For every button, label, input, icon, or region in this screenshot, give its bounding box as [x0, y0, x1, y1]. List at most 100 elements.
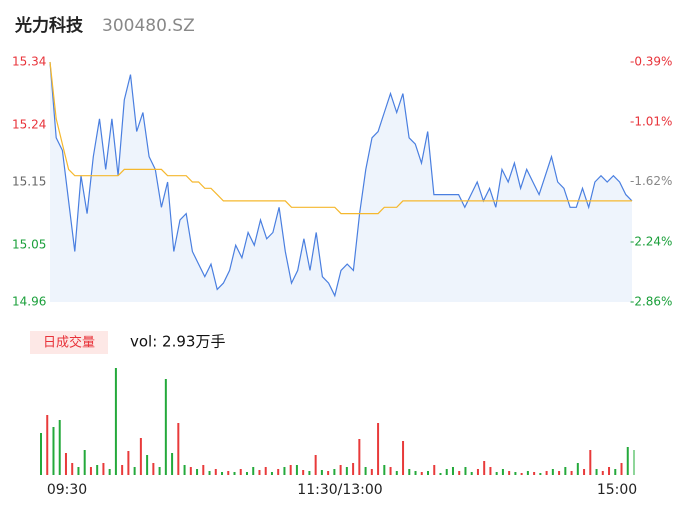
volume-bar	[458, 471, 461, 475]
volume-bar	[545, 471, 548, 475]
y-tick-label: 15.15	[12, 175, 46, 189]
volume-bar	[295, 465, 298, 475]
x-tick-label: 15:00	[597, 482, 637, 498]
volume-bar	[221, 472, 224, 475]
volume-bar	[395, 471, 398, 475]
volume-bar	[139, 438, 142, 475]
volume-bar	[589, 450, 592, 475]
volume-bar	[358, 439, 361, 475]
volume-bar	[214, 469, 217, 475]
y2-tick-label: -0.39%	[630, 55, 672, 69]
volume-bar	[270, 472, 273, 475]
volume-bar	[402, 441, 405, 475]
volume-bar	[277, 469, 280, 475]
volume-bar	[427, 471, 430, 475]
volume-bar	[614, 469, 617, 475]
volume-bar	[40, 433, 42, 475]
volume-bar	[196, 469, 199, 475]
volume-bar	[164, 379, 167, 475]
volume-bar	[171, 453, 174, 475]
volume-bar	[233, 472, 236, 475]
volume-bar	[89, 467, 92, 475]
volume-summary: vol: 2.93万手	[130, 333, 225, 351]
volume-bar	[483, 461, 486, 475]
volume-bar	[158, 467, 161, 475]
volume-bar	[626, 447, 629, 475]
volume-bar	[52, 427, 55, 475]
volume-bar	[470, 472, 473, 475]
price-area	[50, 62, 632, 302]
volume-bar	[108, 469, 111, 475]
price-line	[49, 61, 633, 298]
volume-bar	[252, 467, 255, 475]
volume-bar	[64, 453, 67, 475]
volume-bar	[102, 463, 105, 475]
volume-bar	[414, 471, 417, 475]
volume-bar	[370, 469, 373, 475]
volume-bar	[551, 469, 554, 475]
volume-bar	[564, 467, 567, 475]
volume-bar	[377, 423, 380, 475]
volume-bar	[583, 469, 586, 475]
volume-bar	[152, 463, 155, 475]
volume-bar	[433, 465, 436, 475]
volume-bar	[383, 465, 386, 475]
volume-bar	[283, 467, 286, 475]
volume-bar	[501, 469, 504, 475]
volume-bar	[96, 465, 99, 475]
volume-bar	[320, 470, 323, 475]
volume-bar	[345, 467, 348, 475]
volume-bar	[202, 465, 205, 475]
volume-bar	[389, 467, 392, 475]
volume-bar	[451, 467, 454, 475]
volume-bar	[539, 473, 542, 475]
volume-bar	[520, 473, 523, 475]
volume-bar	[352, 463, 355, 475]
y2-tick-label: -2.86%	[630, 295, 672, 309]
volume-bar	[508, 471, 511, 475]
y2-tick-label: -2.24%	[630, 234, 672, 248]
x-tick-label: 09:30	[47, 482, 87, 498]
volume-bar	[464, 467, 467, 475]
volume-bar	[633, 450, 635, 475]
volume-bar	[77, 467, 80, 475]
volume-bar	[333, 469, 336, 475]
volume-bar	[595, 469, 598, 475]
y2-tick-label: -1.62%	[630, 174, 672, 188]
volume-bar	[420, 472, 423, 475]
volume-bar	[146, 455, 149, 475]
volume-bar	[489, 467, 492, 475]
volume-bar	[264, 467, 267, 475]
volume-bar	[601, 471, 604, 475]
volume-bar	[127, 451, 130, 475]
volume-bar	[302, 470, 305, 475]
volume-bar	[308, 471, 311, 475]
volume-bar	[227, 471, 230, 475]
y-tick-label: 15.24	[12, 118, 46, 132]
volume-label: 日成交量	[43, 335, 95, 351]
volume-bar	[314, 455, 317, 475]
y2-tick-label: -1.01%	[630, 115, 672, 129]
volume-bar	[620, 463, 623, 475]
volume-bar	[476, 469, 479, 475]
volume-bar	[327, 471, 330, 475]
volume-bar	[439, 473, 442, 475]
volume-bar	[133, 467, 136, 475]
volume-bar	[46, 415, 49, 475]
average-line	[49, 61, 632, 215]
volume-bar	[183, 465, 186, 475]
volume-bar	[189, 467, 192, 475]
x-tick-label: 11:30/13:00	[297, 482, 382, 498]
volume-bar	[71, 463, 74, 475]
volume-bar	[245, 472, 248, 475]
volume-bar	[364, 467, 367, 475]
volume-bar	[514, 472, 517, 475]
volume-bar	[576, 463, 579, 475]
volume-bar	[339, 465, 342, 475]
volume-badge	[30, 331, 108, 354]
volume-bar	[526, 471, 529, 475]
volume-bar	[83, 450, 86, 475]
volume-bar	[445, 469, 448, 475]
volume-bar	[558, 471, 561, 475]
